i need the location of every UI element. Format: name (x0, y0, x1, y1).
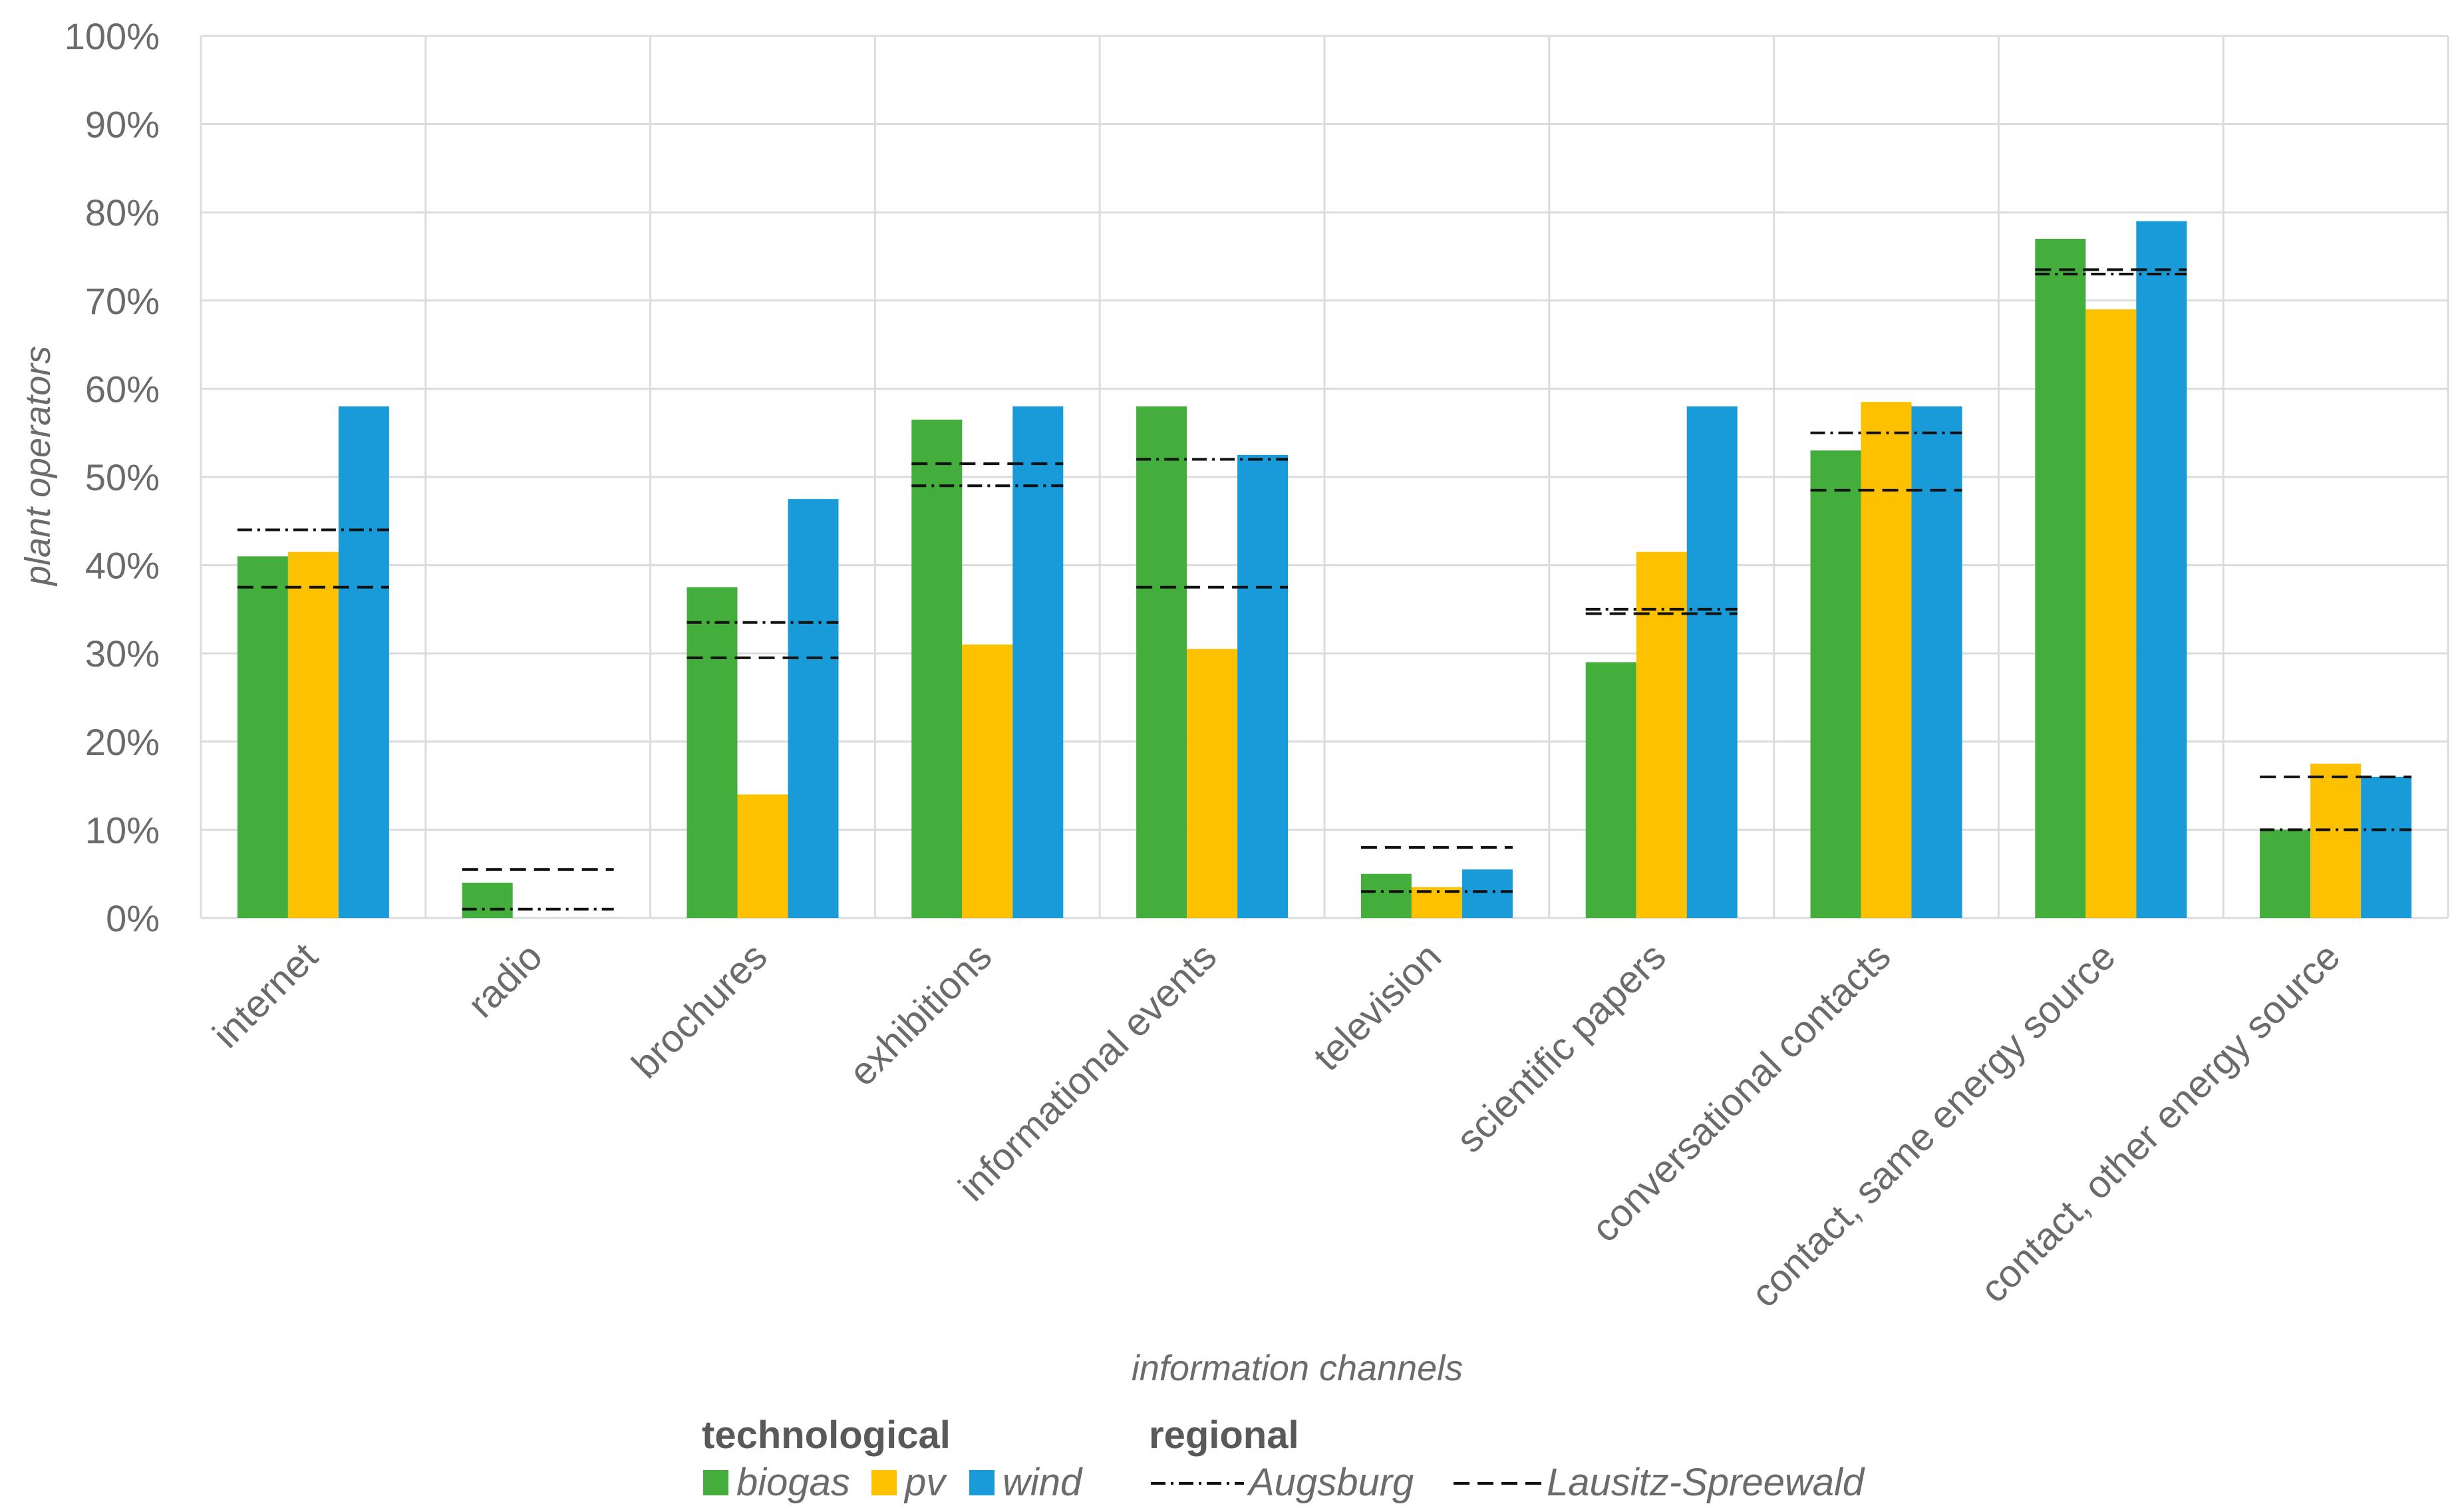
bar-biogas-conversational-contacts (1810, 450, 1861, 918)
category-label-exhibitions: exhibitions (841, 935, 1001, 1094)
bar-wind-contact-other-energy-source (2361, 776, 2412, 918)
y-tick-label: 100% (65, 15, 160, 57)
y-tick-label: 50% (85, 456, 160, 498)
bar-pv-informational-events (1187, 649, 1238, 918)
y-tick-label: 60% (85, 368, 160, 410)
legend: technological regional biogas pv wind Au… (702, 1414, 1865, 1504)
y-tick-label: 80% (85, 192, 160, 233)
bar-biogas-contact-same-energy-source (2035, 238, 2086, 919)
y-axis-title: plant operators (18, 346, 58, 587)
bar-wind-scientific-papers (1686, 406, 1738, 918)
category-label-contact-other-energy-source: contact, other energy source (1972, 935, 2349, 1311)
reference-lines (237, 268, 2412, 911)
bar-pv-scientific-papers (1636, 551, 1687, 918)
y-tick-label: 0% (106, 897, 160, 939)
legend-technological-title: technological (702, 1414, 951, 1457)
bar-pv-exhibitions (962, 644, 1013, 918)
category-label-brochures: brochures (623, 935, 775, 1086)
x-axis-title: information channels (1132, 1348, 1463, 1388)
category-label-internet: internet (204, 935, 326, 1056)
bar-biogas-contact-other-energy-source (2260, 829, 2311, 918)
bar-biogas-scientific-papers (1585, 662, 1636, 918)
bar-biogas-informational-events (1136, 406, 1187, 918)
bar-wind-contact-same-energy-source (2136, 221, 2187, 919)
category-label-informational-events: informational events (950, 935, 1225, 1209)
gridlines (200, 35, 2449, 919)
y-tick-label: 20% (85, 721, 160, 763)
legend-label-augsburg: Augsburg (1247, 1461, 1414, 1504)
category-label-scientific-papers: scientific papers (1448, 935, 1674, 1161)
bar-pv-conversational-contacts (1861, 402, 1912, 918)
legend-label-wind: wind (1002, 1461, 1083, 1504)
legend-swatch-pv (871, 1470, 897, 1495)
y-tick-label: 30% (85, 633, 160, 675)
x-axis-categories: internet radio brochures exhibitionsinforma… (204, 935, 2348, 1316)
legend-regional-title: regional (1149, 1414, 1299, 1457)
y-tick-label: 90% (85, 104, 160, 146)
bar-wind-brochures (788, 499, 839, 918)
legend-label-lausitz-spreewald: Lausitz-Spreewald (1547, 1461, 1865, 1504)
bar-wind-informational-events (1237, 454, 1289, 918)
bars (237, 221, 2412, 919)
legend-label-biogas: biogas (736, 1461, 850, 1504)
bar-pv-contact-other-energy-source (2310, 763, 2362, 918)
legend-swatch-biogas (703, 1470, 728, 1495)
bar-pv-internet (287, 551, 339, 918)
bar-biogas-internet (237, 556, 288, 918)
category-label-radio: radio (460, 935, 551, 1026)
bar-biogas-television (1360, 873, 1412, 918)
legend-label-pv: pv (903, 1461, 947, 1504)
bar-pv-brochures (737, 794, 788, 918)
category-label-television: television (1305, 935, 1450, 1079)
bar-wind-exhibitions (1012, 406, 1064, 918)
bar-pv-contact-same-energy-source (2085, 309, 2137, 918)
bar-biogas-radio (462, 882, 513, 918)
y-tick-label: 10% (85, 809, 160, 851)
category-label-contact-same-energy-source: contact, same energy source (1743, 935, 2124, 1316)
bar-wind-conversational-contacts (1911, 406, 1962, 918)
bar-wind-television (1462, 869, 1513, 918)
y-tick-label: 70% (85, 280, 160, 322)
y-axis-ticks: 0% 10% 20% 30% 40% 50% 60% 70% 80% 90% 100% (65, 15, 160, 939)
bar-biogas-exhibitions (911, 419, 963, 918)
bar-biogas-brochures (687, 587, 738, 918)
bar-wind-internet (338, 406, 389, 918)
y-tick-label: 40% (85, 545, 160, 587)
legend-swatch-wind (969, 1470, 995, 1495)
